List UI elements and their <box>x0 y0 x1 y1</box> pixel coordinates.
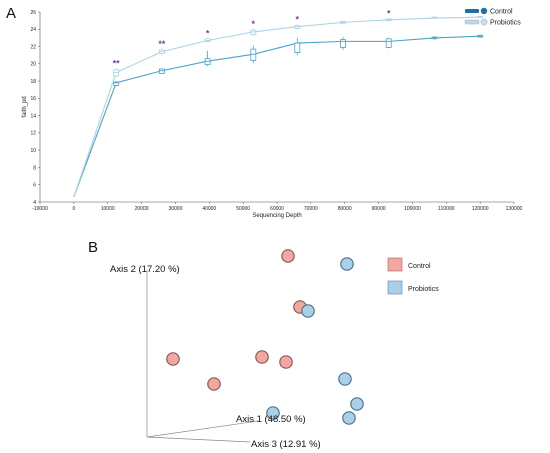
significance-marker: * <box>206 28 210 38</box>
legend-b: Control Probiotics <box>387 257 439 295</box>
panel-a-label: A <box>6 5 16 22</box>
rarefaction-chart: -10000 0 10000 20000 30000 40000 50000 60000 700… <box>22 9 523 219</box>
legend-probiotics-swatch <box>464 19 480 25</box>
axis3-label: Axis 3 (12.91 %) <box>251 439 321 450</box>
legend-a: Control Probiotics <box>464 7 521 27</box>
legend-b-control-label: Control <box>408 263 431 270</box>
box <box>340 39 346 48</box>
y-tick-label: 6 <box>33 183 36 189</box>
box <box>113 81 120 86</box>
legend-b-control-swatch <box>387 257 403 272</box>
legend-control-label: Control <box>490 9 513 16</box>
legend-probiotics-label: Probiotics <box>490 20 521 27</box>
point-probiotics <box>350 397 364 411</box>
significance-marker: * <box>296 15 300 25</box>
significance-marker: * <box>252 19 256 29</box>
point-probiotics <box>340 257 354 271</box>
y-tick-label: 8 <box>33 165 36 171</box>
legend-b-probiotics-label: Probiotics <box>408 286 439 293</box>
box <box>294 42 301 53</box>
y-tick-label: 10 <box>30 148 36 154</box>
panel-b-label: B <box>88 239 98 256</box>
x-axis-label: Sequencing Depth <box>252 213 301 219</box>
legend-b-probiotics-swatch <box>387 280 403 295</box>
x-tick-label: 130000 <box>506 206 523 212</box>
y-tick-label: 16 <box>30 96 36 102</box>
x-tick-label: 30000 <box>168 206 182 212</box>
y-tick-label: 24 <box>30 27 36 33</box>
axis3-line <box>146 436 251 443</box>
significance-marker: ** <box>113 59 121 69</box>
significance-marker: ** <box>158 39 166 49</box>
y-tick-label: 12 <box>30 131 36 137</box>
pcoa-chart: Axis 2 (17.20 %) Axis 1 (48.50 %) Axis 3… <box>110 249 364 450</box>
x-tick-label: 0 <box>72 206 75 212</box>
axis1-label: Axis 1 (48.50 %) <box>236 414 306 425</box>
point-control <box>207 377 221 391</box>
x-tick-label: 50000 <box>236 206 250 212</box>
point-control <box>255 350 269 364</box>
x-tick-label: 10000 <box>101 206 115 212</box>
y-tick-label: 18 <box>30 79 36 85</box>
x-tick-label: 90000 <box>372 206 386 212</box>
y-tick-label: 22 <box>30 44 36 50</box>
x-tick-label: 80000 <box>338 206 352 212</box>
x-tick-label: 100000 <box>404 206 421 212</box>
x-tick-label: 110000 <box>438 206 455 212</box>
point-control <box>279 355 293 369</box>
point-control <box>166 352 180 366</box>
x-tick-label: 60000 <box>270 206 284 212</box>
significance-marker: * <box>387 9 391 19</box>
x-tick-label: -10000 <box>32 206 48 212</box>
x-tick-label: 120000 <box>472 206 489 212</box>
box <box>385 38 392 48</box>
series-line-control <box>73 35 481 198</box>
point-probiotics <box>266 406 280 420</box>
x-tick-label: 20000 <box>135 206 149 212</box>
legend-control-swatch <box>465 9 479 13</box>
x-tick-label: 40000 <box>202 206 216 212</box>
y-axis-label: faith_pd <box>22 96 28 117</box>
y-tick-label: 20 <box>30 62 36 68</box>
axis1-line <box>146 420 259 438</box>
y-tick-label: 4 <box>33 200 36 206</box>
point-control <box>281 249 295 263</box>
legend-probiotics-marker <box>480 18 488 26</box>
point-probiotics <box>301 304 315 318</box>
y-tick-label: 26 <box>30 10 36 16</box>
legend-control-marker <box>480 7 488 15</box>
y-tick-label: 14 <box>30 113 36 119</box>
series-line-probiotics <box>73 16 481 197</box>
axis2-label: Axis 2 (17.20 %) <box>110 264 180 275</box>
x-tick-label: 70000 <box>304 206 318 212</box>
point-probiotics <box>342 411 356 425</box>
point-probiotics <box>338 372 352 386</box>
